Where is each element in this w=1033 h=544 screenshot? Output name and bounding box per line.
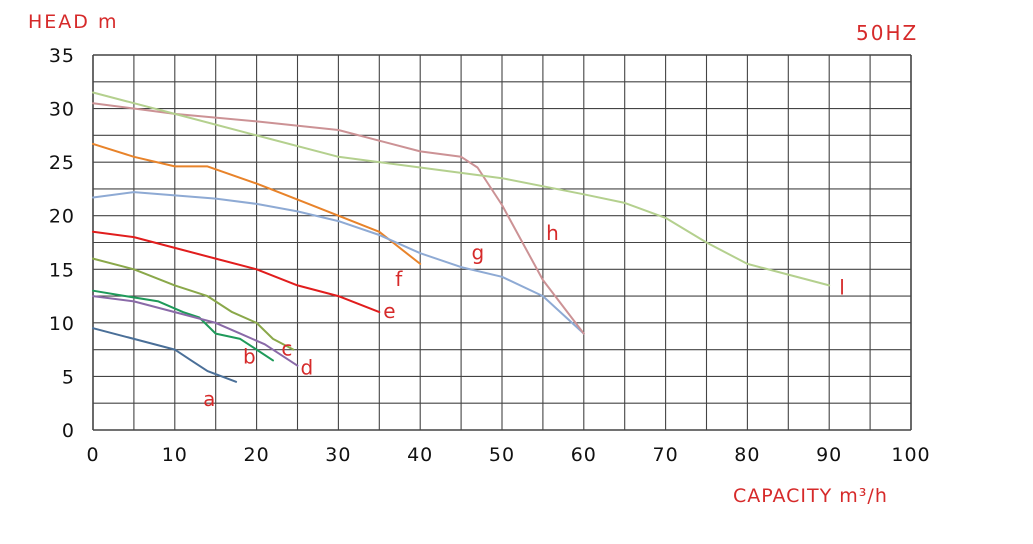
- tick-labels: 0 10 20 30 40 50 60 70 80 90 100 0 5 10 15 20 25 30 35: [49, 45, 930, 466]
- series-line-e: [92, 230, 381, 314]
- y-tick-label: 5: [62, 366, 75, 388]
- series-line-a: [92, 327, 238, 383]
- x-tick-label: 90: [816, 444, 842, 466]
- y-tick-label: 0: [62, 420, 75, 442]
- curve-label-e: e: [383, 299, 395, 323]
- y-tick-label: 10: [49, 313, 75, 335]
- series-line-g: [92, 191, 585, 335]
- series-line-l: [92, 91, 831, 287]
- series-line-c: [92, 257, 295, 351]
- curve-label-a: a: [203, 387, 215, 411]
- series-line-f: [92, 142, 422, 265]
- x-tick-label: 50: [489, 444, 515, 466]
- curve-labels: a b cd ef g h l: [203, 221, 845, 411]
- frequency-annotation: 50HZ: [856, 21, 918, 45]
- curve-label-f: f: [395, 267, 403, 291]
- x-tick-label: 20: [244, 444, 270, 466]
- x-tick-label: 40: [407, 444, 433, 466]
- grid: [92, 54, 912, 431]
- curve-label-l: l: [839, 275, 845, 299]
- x-tick-label: 80: [734, 444, 760, 466]
- curve-label-d: d: [301, 356, 314, 380]
- y-tick-label: 30: [49, 99, 75, 121]
- curve-label-b: b: [243, 344, 256, 368]
- curve-label-h: h: [546, 221, 559, 245]
- series-group: [92, 91, 831, 383]
- y-tick-label: 20: [49, 206, 75, 228]
- curve-label-c: c: [281, 337, 292, 361]
- series-line-h: [92, 102, 585, 335]
- y-tick-label: 35: [49, 45, 75, 67]
- x-tick-label: 70: [653, 444, 679, 466]
- x-tick-label: 100: [891, 444, 930, 466]
- series-line-b: [92, 289, 274, 362]
- curve-label-g: g: [472, 240, 485, 264]
- series-line-d: [92, 295, 299, 367]
- x-tick-label: 60: [571, 444, 597, 466]
- x-tick-label: 30: [325, 444, 351, 466]
- x-axis-label: CAPACITY m³/h: [733, 485, 888, 507]
- x-tick-label: 10: [162, 444, 188, 466]
- x-tick-label: 0: [86, 444, 99, 466]
- y-tick-label: 15: [49, 259, 75, 281]
- y-axis-label: HEAD m: [28, 11, 118, 33]
- y-tick-label: 25: [49, 152, 75, 174]
